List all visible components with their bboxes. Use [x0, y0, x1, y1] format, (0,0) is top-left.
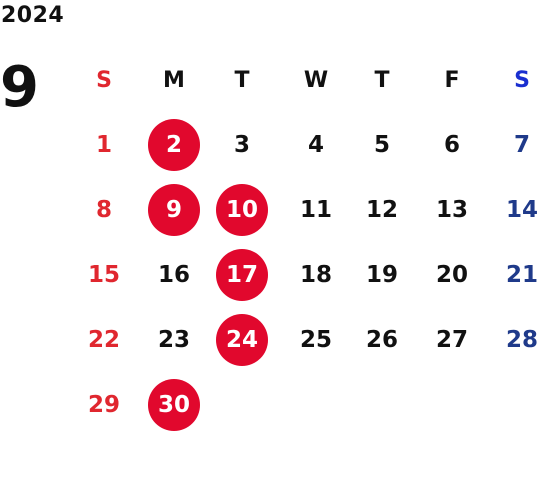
day-cell-marked: 30 [148, 379, 200, 431]
day-cell-marked: 24 [216, 314, 268, 366]
day-cell: 18 [299, 262, 332, 288]
week-row: 1 2 3 4 5 6 7 [68, 111, 548, 176]
weekday-header-row: S M T W T F S [68, 46, 548, 111]
week-row: 8 9 10 11 12 13 14 [68, 176, 548, 241]
weekday-saturday: S [514, 67, 530, 93]
weekday-tuesday: T [234, 67, 250, 93]
day-cell-marked: 10 [216, 184, 268, 236]
month-number: 9 [0, 55, 39, 120]
day-cell: 16 [157, 262, 190, 288]
day-cell: 28 [505, 327, 538, 353]
day-cell: 7 [513, 132, 530, 158]
weekday-thursday: T [374, 67, 390, 93]
day-cell: 27 [435, 327, 468, 353]
week-row: 22 23 24 25 26 27 28 [68, 306, 548, 371]
day-cell-marked: 2 [148, 119, 200, 171]
day-cell: 11 [299, 197, 332, 223]
day-cell: 20 [435, 262, 468, 288]
day-cell: 25 [299, 327, 332, 353]
day-cell: 14 [505, 197, 538, 223]
day-cell: 4 [307, 132, 324, 158]
day-cell: 1 [95, 132, 112, 158]
day-cell: 22 [87, 327, 120, 353]
weeks-container: 1 2 3 4 5 6 7 8 9 10 11 12 13 14 15 16 17 18 19 20 21 22 23 24 2… [68, 111, 548, 436]
weekday-friday: F [444, 67, 460, 93]
day-cell: 19 [365, 262, 398, 288]
day-cell: 23 [157, 327, 190, 353]
day-cell-marked: 17 [216, 249, 268, 301]
day-cell: 15 [87, 262, 120, 288]
week-row: 29 30 [68, 371, 548, 436]
day-cell: 3 [233, 132, 250, 158]
day-cell: 6 [443, 132, 460, 158]
day-cell: 8 [95, 197, 112, 223]
day-cell-marked: 9 [148, 184, 200, 236]
day-cell: 13 [435, 197, 468, 223]
year-label: 2024 [1, 3, 65, 28]
weekday-wednesday: W [303, 67, 329, 93]
weekday-sunday: S [96, 67, 112, 93]
day-cell: 12 [365, 197, 398, 223]
day-cell: 21 [505, 262, 538, 288]
week-row: 15 16 17 18 19 20 21 [68, 241, 548, 306]
weekday-monday: M [163, 67, 185, 93]
day-cell: 29 [87, 392, 120, 418]
day-cell: 5 [373, 132, 390, 158]
calendar-grid: S M T W T F S 1 2 3 4 5 6 7 8 9 10 11 12 13 14 15 16 17 1… [68, 46, 548, 436]
day-cell: 26 [365, 327, 398, 353]
